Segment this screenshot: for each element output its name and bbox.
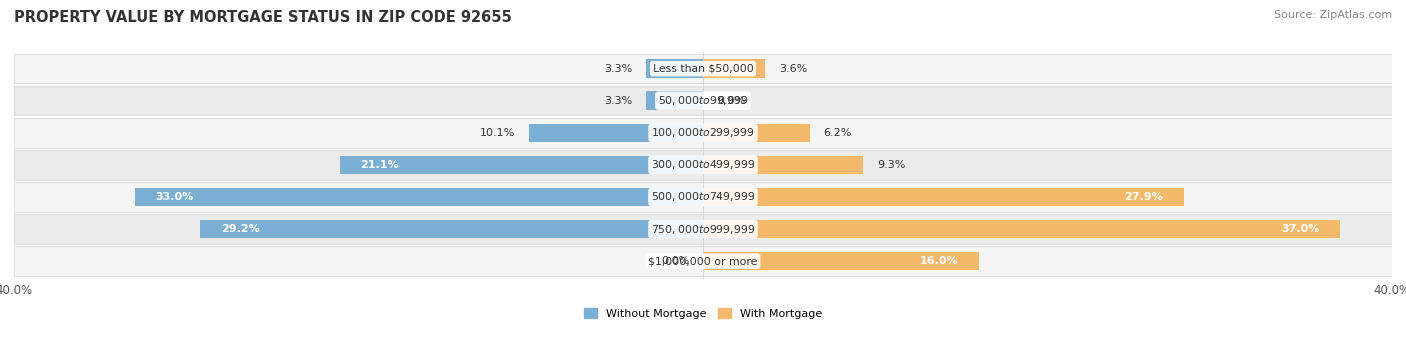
Text: 21.1%: 21.1% bbox=[360, 160, 399, 170]
Text: 3.6%: 3.6% bbox=[779, 64, 807, 74]
Text: 16.0%: 16.0% bbox=[920, 256, 957, 266]
Text: 33.0%: 33.0% bbox=[155, 192, 194, 202]
Bar bbox=[703, 156, 863, 174]
Bar bbox=[703, 123, 810, 142]
Text: $750,000 to $999,999: $750,000 to $999,999 bbox=[651, 223, 755, 236]
Text: Less than $50,000: Less than $50,000 bbox=[652, 64, 754, 74]
Text: 10.1%: 10.1% bbox=[479, 128, 515, 138]
Text: Source: ZipAtlas.com: Source: ZipAtlas.com bbox=[1274, 10, 1392, 20]
Bar bbox=[14, 54, 1392, 83]
Bar bbox=[14, 150, 1392, 180]
Bar bbox=[340, 156, 703, 174]
Text: $300,000 to $499,999: $300,000 to $499,999 bbox=[651, 158, 755, 171]
Text: 0.0%: 0.0% bbox=[661, 256, 689, 266]
Text: 29.2%: 29.2% bbox=[221, 224, 260, 234]
Bar bbox=[703, 252, 979, 270]
Text: 3.3%: 3.3% bbox=[605, 96, 633, 106]
Text: $1,000,000 or more: $1,000,000 or more bbox=[648, 256, 758, 266]
Bar bbox=[135, 188, 703, 206]
Bar bbox=[647, 91, 703, 110]
Text: 27.9%: 27.9% bbox=[1125, 192, 1163, 202]
Text: 6.2%: 6.2% bbox=[824, 128, 852, 138]
Bar bbox=[14, 182, 1392, 212]
Bar bbox=[14, 118, 1392, 148]
Bar bbox=[703, 220, 1340, 238]
Bar bbox=[647, 59, 703, 78]
Text: 37.0%: 37.0% bbox=[1281, 224, 1320, 234]
Text: 3.3%: 3.3% bbox=[605, 64, 633, 74]
Text: PROPERTY VALUE BY MORTGAGE STATUS IN ZIP CODE 92655: PROPERTY VALUE BY MORTGAGE STATUS IN ZIP… bbox=[14, 10, 512, 25]
Text: $100,000 to $299,999: $100,000 to $299,999 bbox=[651, 126, 755, 139]
Bar bbox=[703, 188, 1184, 206]
Text: 9.3%: 9.3% bbox=[877, 160, 905, 170]
Text: $500,000 to $749,999: $500,000 to $749,999 bbox=[651, 190, 755, 203]
Bar bbox=[200, 220, 703, 238]
Legend: Without Mortgage, With Mortgage: Without Mortgage, With Mortgage bbox=[579, 304, 827, 323]
Text: $50,000 to $99,999: $50,000 to $99,999 bbox=[658, 94, 748, 107]
Bar bbox=[703, 59, 765, 78]
Text: 0.0%: 0.0% bbox=[717, 96, 745, 106]
Bar bbox=[14, 246, 1392, 276]
Bar bbox=[14, 214, 1392, 244]
Bar bbox=[14, 86, 1392, 116]
Bar bbox=[529, 123, 703, 142]
